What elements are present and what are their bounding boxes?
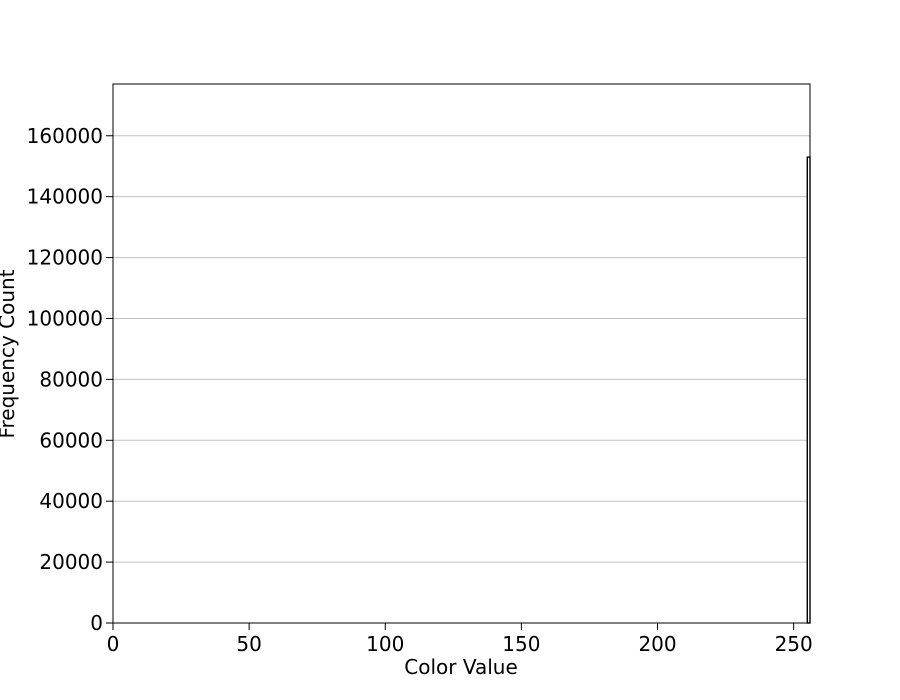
x-tick-label-0: 0 <box>107 632 120 656</box>
y-tick-label-60000: 60000 <box>39 428 103 452</box>
x-tick-label-200: 200 <box>638 632 676 656</box>
y-tick-label-80000: 80000 <box>39 367 103 391</box>
y-tick-label-140000: 140000 <box>27 185 103 209</box>
x-tick-label-250: 250 <box>775 632 813 656</box>
y-tick-label-20000: 20000 <box>39 550 103 574</box>
x-axis-ticks: 0 50 100 150 200 250 <box>107 623 813 656</box>
x-tick-label-150: 150 <box>502 632 540 656</box>
gridlines <box>113 135 810 563</box>
y-axis-title: Frequency Count <box>0 269 19 438</box>
x-axis-title: Color Value <box>404 655 518 679</box>
x-tick-label-50: 50 <box>236 632 261 656</box>
y-tick-label-100000: 100000 <box>27 306 103 330</box>
y-tick-label-120000: 120000 <box>27 246 103 270</box>
plot-frame <box>112 83 811 624</box>
y-tick-label-40000: 40000 <box>39 489 103 513</box>
y-tick-label-0: 0 <box>90 611 103 635</box>
y-axis-ticks: 0 20000 40000 60000 80000 100000 120000 140000 1… <box>27 124 113 635</box>
x-tick-label-100: 100 <box>366 632 404 656</box>
y-tick-label-160000: 160000 <box>27 124 103 148</box>
